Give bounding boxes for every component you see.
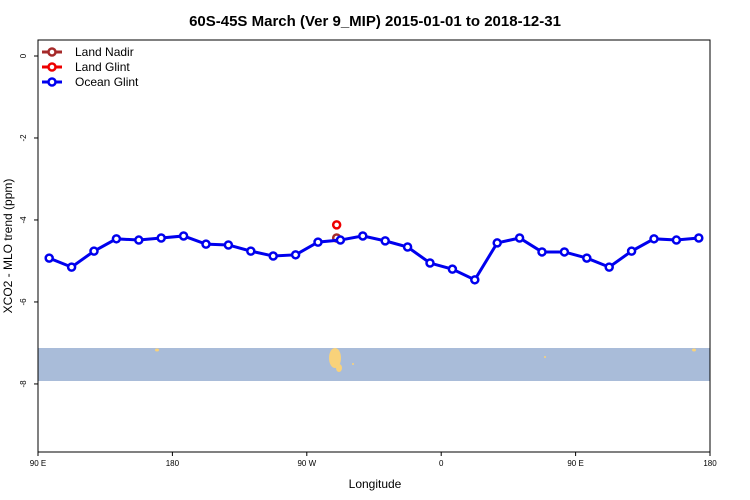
x-tick-label: 180	[166, 459, 180, 468]
point	[331, 220, 342, 230]
legend-marker	[47, 62, 57, 72]
x-axis-label: Longitude	[349, 477, 402, 491]
point	[66, 262, 77, 272]
point	[671, 235, 682, 245]
point	[201, 239, 211, 249]
x-tick-label: 90 W	[297, 459, 316, 468]
legend-label: Ocean Glint	[75, 75, 139, 89]
y-tick-label: 0	[19, 53, 28, 58]
point	[447, 264, 458, 274]
point	[290, 250, 301, 260]
y-tick-label: -4	[19, 216, 28, 224]
point	[380, 236, 390, 246]
point	[313, 237, 323, 247]
series-line	[48, 234, 699, 282]
x-tick-label: 0	[439, 459, 444, 468]
point	[470, 275, 480, 285]
plot-frame	[37, 39, 711, 453]
point	[89, 246, 99, 256]
point	[537, 247, 547, 257]
point	[178, 231, 189, 241]
legend-label: Land Nadir	[75, 45, 134, 59]
point	[358, 231, 368, 241]
point	[246, 246, 256, 256]
y-tick-label: -8	[19, 380, 28, 388]
point	[425, 258, 435, 268]
point	[335, 235, 346, 245]
point	[111, 234, 122, 244]
point	[626, 246, 637, 256]
y-tick-label: -6	[19, 298, 28, 306]
point	[44, 253, 54, 263]
point	[604, 262, 614, 272]
point	[156, 233, 166, 243]
point	[582, 253, 592, 263]
point	[492, 238, 502, 248]
x-tick-label: 180	[703, 459, 717, 468]
point	[514, 233, 525, 243]
map-strip	[38, 348, 710, 381]
point	[223, 240, 234, 250]
legend-marker	[47, 77, 57, 87]
chart-title: 60S-45S March (Ver 9_MIP) 2015-01-01 to …	[189, 13, 561, 30]
y-axis-label: XCO2 - MLO trend (ppm)	[1, 179, 15, 314]
x-tick-label: 90 E	[567, 459, 583, 468]
y-tick-label: -2	[19, 134, 28, 142]
point	[559, 247, 570, 257]
point	[268, 251, 278, 261]
point	[134, 235, 144, 245]
point	[694, 233, 704, 243]
x-tick-label: 90 E	[30, 459, 46, 468]
point	[649, 234, 659, 244]
legend-marker	[47, 47, 57, 57]
point	[402, 242, 413, 252]
legend-label: Land Glint	[75, 60, 130, 74]
